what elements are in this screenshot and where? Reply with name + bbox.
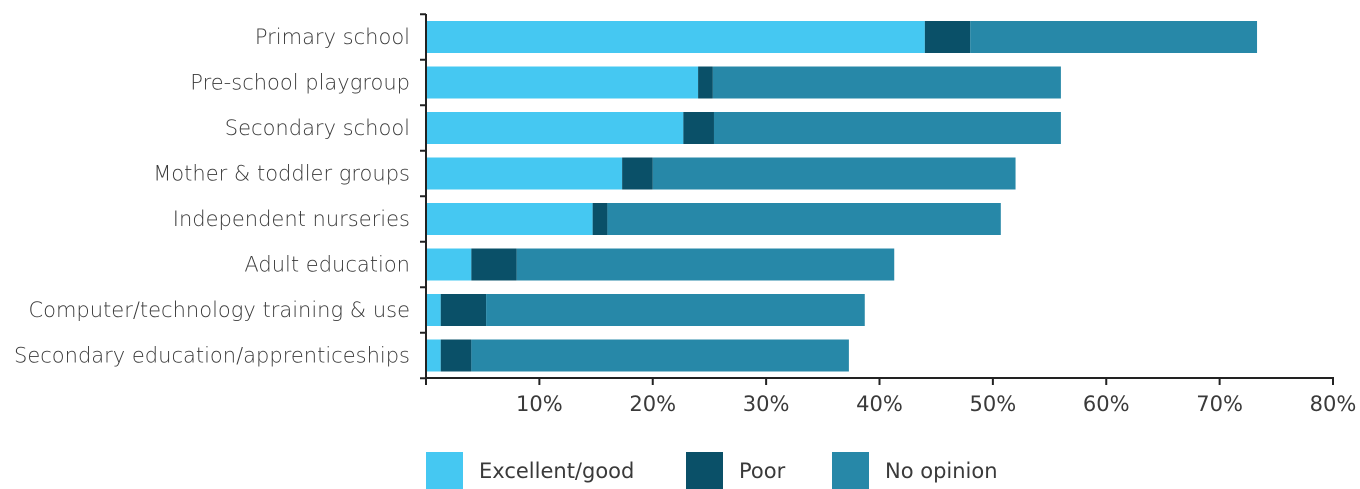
x-tick-label: 30% <box>743 392 790 416</box>
legend-label: Poor <box>739 458 786 483</box>
bar-segment-1-row-2 <box>426 66 699 99</box>
legend-swatch <box>832 452 869 489</box>
x-tick-label: 10% <box>516 392 563 416</box>
x-tick-label: 50% <box>970 392 1017 416</box>
category-label: Pre-school playgroup <box>190 71 410 95</box>
legend-label: No opinion <box>885 458 998 483</box>
category-label: Mother & toddler groups <box>153 162 410 186</box>
legend-item: No opinion <box>832 452 998 489</box>
x-tick-label: 80% <box>1310 392 1357 416</box>
bar-segment-3-row-2 <box>712 66 1061 99</box>
bar-segment-1-row-6 <box>426 248 472 281</box>
bar-segment-1-row-5 <box>426 203 593 235</box>
bar-segment-3-row-5 <box>607 203 1001 235</box>
bar-segment-2-row-4 <box>622 157 653 190</box>
bar-segment-2-row-1 <box>924 21 971 53</box>
x-tick-label: 20% <box>629 392 676 416</box>
category-label: Secondary school <box>225 116 410 140</box>
bar-segment-3-row-3 <box>713 112 1061 144</box>
x-tick-label: 60% <box>1083 392 1130 416</box>
x-tick-label: 40% <box>856 392 903 416</box>
bar-segment-2-row-6 <box>471 248 517 281</box>
axes: 10% 20% 30% 40% 50% 60% 70% 80% <box>420 13 1357 416</box>
x-tick-label: 70% <box>1196 392 1243 416</box>
category-label: Adult education <box>244 253 410 277</box>
bar-segment-3-row-6 <box>516 248 895 281</box>
legend-label: Excellent/good <box>479 458 635 483</box>
bar-segment-1-row-3 <box>426 112 684 144</box>
legend-item: Excellent/good <box>426 452 634 489</box>
bar-segment-1-row-1 <box>426 21 925 53</box>
legend: Excellent/good Poor No opinion <box>0 448 1360 489</box>
bar-segment-3-row-4 <box>652 157 1016 190</box>
bar-segment-2-row-2 <box>698 66 713 99</box>
stacked-bar-chart: Primary school Pre-school playgroup Second… <box>14 13 1357 416</box>
legend-swatch <box>426 452 463 489</box>
bars-group <box>426 21 1258 372</box>
bar-segment-2-row-7 <box>440 294 487 326</box>
bar-segment-3-row-8 <box>471 339 849 372</box>
category-label: Secondary education/apprenticeships <box>14 344 410 368</box>
bar-segment-2-row-5 <box>592 203 608 235</box>
legend-item: Poor <box>686 452 785 489</box>
bar-segment-1-row-4 <box>426 157 623 190</box>
bar-segment-3-row-1 <box>970 21 1258 53</box>
legend-swatch <box>686 452 723 489</box>
bar-segment-2-row-8 <box>440 339 472 372</box>
bar-segment-3-row-7 <box>486 294 865 326</box>
category-label: Primary school <box>255 25 410 49</box>
bar-segment-1-row-8 <box>426 339 441 372</box>
category-label: Independent nurseries <box>173 207 410 231</box>
category-labels: Primary school Pre-school playgroup Second… <box>14 25 410 368</box>
bar-segment-2-row-3 <box>683 112 714 144</box>
category-label: Computer/technology training & use <box>28 298 410 322</box>
bar-segment-1-row-7 <box>426 294 441 326</box>
